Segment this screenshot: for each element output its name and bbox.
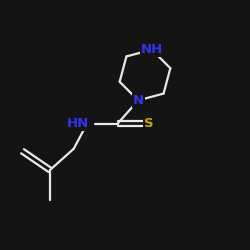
Text: NH: NH (141, 43, 163, 56)
Text: HN: HN (66, 117, 89, 130)
Text: N: N (133, 94, 144, 107)
Text: S: S (144, 117, 154, 130)
